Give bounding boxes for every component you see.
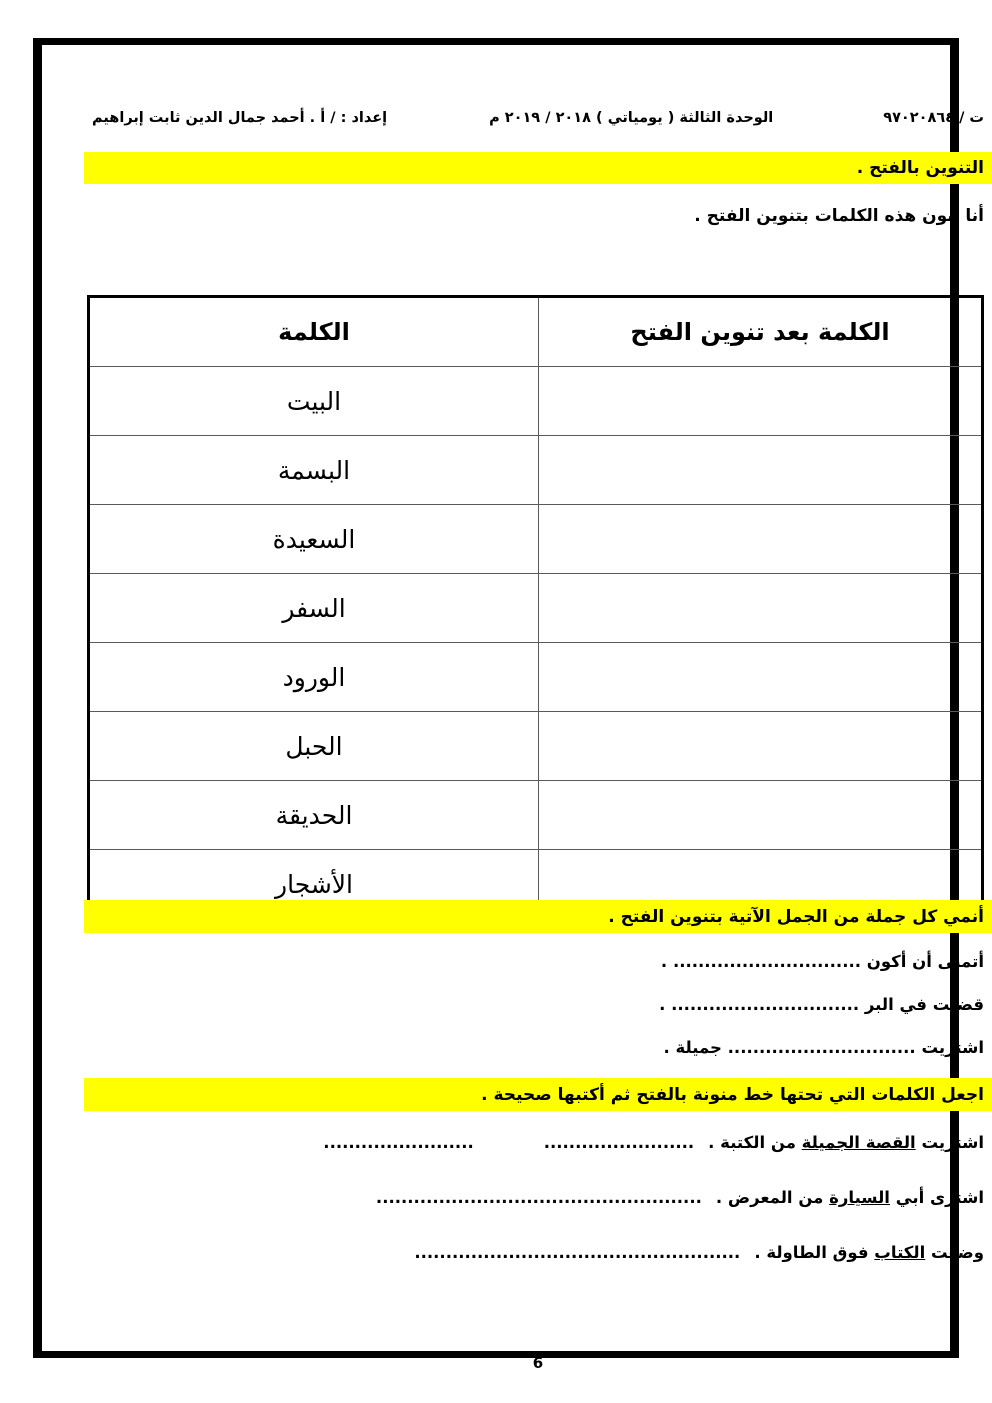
section2-item-2-tail: . (659, 995, 666, 1014)
table-cell-word: الحديقة (88, 780, 539, 850)
section2-item-1-tail: . (660, 952, 668, 971)
section3-item-2-before: اشترى أبي (889, 1188, 984, 1207)
section2-title-band: أنمي كل جملة من الجمل الآتية بتنوين الفت… (84, 900, 992, 933)
table-header-word: الكلمة (88, 296, 539, 367)
table-cell-word: الحبل (88, 711, 539, 781)
section3-item-3-blank-1[interactable]: ........................................… (414, 1243, 741, 1262)
section3-item-2-blank-1[interactable]: ........................................… (375, 1188, 702, 1207)
table-cell-answer[interactable] (538, 780, 983, 850)
document-header: ت / ٩٧٠٢٠٨٦٤ الوحدة الثالثة ( يومياتي ) … (92, 102, 984, 134)
section2-item-3: اشتريت .............................. جم… (92, 1038, 984, 1057)
table-body: الكلمة بعد تنوين الفتح الكلمة البيت البس… (88, 296, 983, 920)
section2-item-1: أتمنى أن أكون ..........................… (92, 952, 984, 971)
section3-item-1-blank-1[interactable]: ........................ (543, 1133, 695, 1152)
section2-item-3-text: اشتريت (921, 1038, 984, 1057)
header-phone: ت / ٩٧٠٢٠٨٦٤ (883, 110, 984, 126)
section3-item-1-before: اشتريت (915, 1133, 984, 1152)
table-header-answer: الكلمة بعد تنوين الفتح (538, 296, 983, 367)
table-cell-answer[interactable] (538, 642, 983, 712)
table-row: السعيدة (88, 504, 983, 574)
section3-item-1-blank-2[interactable]: ........................ (323, 1133, 474, 1152)
header-unit: الوحدة الثالثة ( يومياتي ) ٢٠١٨ / ٢٠١٩ م (489, 110, 774, 126)
table-cell-word: البسمة (88, 435, 539, 505)
section1-instruction: أنا أنون هذه الكلمات بتنوين الفتح . (694, 206, 984, 226)
table-cell-answer[interactable] (538, 366, 983, 436)
header-prepared-by: إعداد : / أ . أحمد جمال الدين ثابت إبراه… (92, 110, 388, 126)
section2-item-2-text: قضيت في البر (864, 995, 984, 1014)
section3-title-band: اجعل الكلمات التي تحتها خط منونة بالفتح … (84, 1078, 992, 1111)
table-row: الحبل (88, 711, 983, 781)
table-header-row: الكلمة بعد تنوين الفتح الكلمة (88, 296, 983, 367)
section3-item-1-underlined: القصة الجميلة (801, 1133, 916, 1152)
section2-item-1-text: أتمنى أن أكون (866, 952, 984, 971)
section2-item-1-blank[interactable]: .............................. (672, 952, 861, 971)
section3-item-2-underlined: السيارة (829, 1188, 890, 1207)
section3-item-1-after: من الكتبة . (708, 1133, 802, 1152)
section3-item-3: وضعت الكتاب فوق الطاولة . ..............… (92, 1243, 984, 1262)
table-cell-answer[interactable] (538, 573, 983, 643)
table-cell-answer[interactable] (538, 711, 983, 781)
tanween-table: الكلمة بعد تنوين الفتح الكلمة البيت البس… (87, 295, 984, 921)
section3-item-3-before: وضعت (925, 1243, 984, 1262)
table-cell-answer[interactable] (538, 435, 983, 505)
table-cell-word: السعيدة (88, 504, 539, 574)
section3-item-2-sentence: اشترى أبي السيارة من المعرض . (716, 1188, 984, 1207)
table-row: البيت (88, 366, 983, 436)
section3-item-2: اشترى أبي السيارة من المعرض . ..........… (92, 1188, 984, 1207)
table-row: الحديقة (88, 780, 983, 850)
table-row: الورود (88, 642, 983, 712)
section1-title-band: التنوين بالفتح . (84, 152, 992, 184)
section2-title: أنمي كل جملة من الجمل الآتية بتنوين الفت… (608, 906, 984, 927)
section2-item-3-tail: جميلة . (663, 1038, 722, 1057)
table-cell-answer[interactable] (538, 504, 983, 574)
page-number: 6 (532, 1354, 544, 1372)
section3-item-3-sentence: وضعت الكتاب فوق الطاولة . (754, 1243, 984, 1262)
table-cell-word: السفر (88, 573, 539, 643)
section3-item-1-sentence: اشتريت القصة الجميلة من الكتبة . (708, 1133, 984, 1152)
section1-title: التنوين بالفتح . (856, 158, 984, 178)
table-row: البسمة (88, 435, 983, 505)
section2-item-2: قضيت في البر ...........................… (92, 995, 984, 1014)
section3-item-3-after: فوق الطاولة . (754, 1243, 875, 1262)
page-frame: ت / ٩٧٠٢٠٨٦٤ الوحدة الثالثة ( يومياتي ) … (33, 38, 992, 1372)
page-content: ت / ٩٧٠٢٠٨٦٤ الوحدة الثالثة ( يومياتي ) … (84, 90, 992, 1396)
table-cell-word: البيت (88, 366, 539, 436)
table-cell-word: الورود (88, 642, 539, 712)
table-row: السفر (88, 573, 983, 643)
section3-item-2-after: من المعرض . (715, 1188, 830, 1207)
section2-item-2-blank[interactable]: .............................. (671, 995, 860, 1014)
section3-item-3-underlined: الكتاب (874, 1243, 926, 1262)
section3-title: اجعل الكلمات التي تحتها خط منونة بالفتح … (481, 1084, 984, 1105)
section2-item-3-blank[interactable]: .............................. (727, 1038, 916, 1057)
section3-item-1: اشتريت القصة الجميلة من الكتبة . .......… (92, 1133, 984, 1152)
